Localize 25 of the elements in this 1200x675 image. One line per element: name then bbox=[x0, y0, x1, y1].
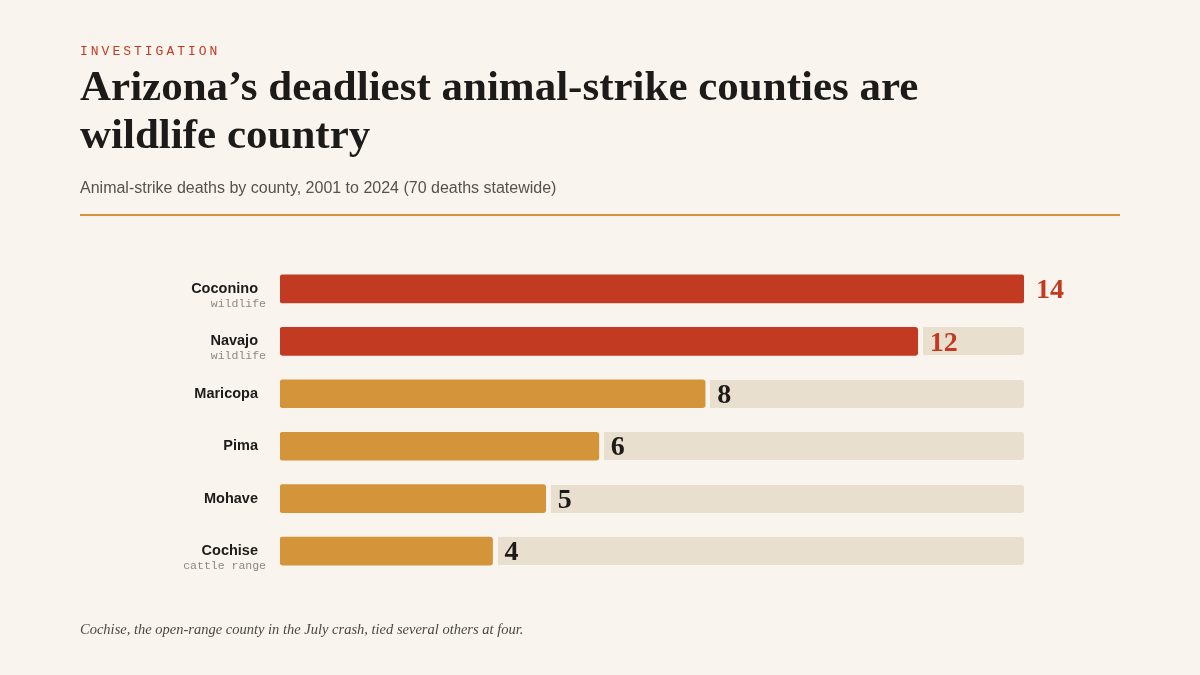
bar bbox=[280, 484, 547, 513]
y-tick-label: Navajo bbox=[210, 332, 259, 349]
text: INVESTIGATION bbox=[80, 44, 221, 59]
bar bbox=[280, 536, 493, 566]
data-label: 12 bbox=[929, 325, 958, 357]
y-tick-label: Coconino bbox=[191, 279, 259, 296]
y-tick-label: Mohave bbox=[204, 489, 258, 506]
data-label: 6 bbox=[610, 430, 625, 462]
chart-subtitle: Animal-strike deaths by county, 2001 to 2024 (70 deaths statewide) bbox=[80, 179, 557, 197]
bar bbox=[280, 431, 600, 461]
bar bbox=[280, 379, 706, 409]
chart-title: Arizona’s deadliest animal-strike counties are wildlife country bbox=[80, 62, 920, 158]
y-tick-label: Pima bbox=[223, 437, 259, 454]
text: cattle range bbox=[183, 559, 266, 573]
data-label: 8 bbox=[717, 378, 732, 410]
text: Cochise, the open-range county in the July crash, tied several others at four. bbox=[80, 621, 524, 638]
y-tick-label: Cochise bbox=[201, 542, 258, 559]
data-label: 14 bbox=[1036, 273, 1064, 305]
data-label: 4 bbox=[504, 535, 519, 567]
data-label: 5 bbox=[557, 482, 572, 514]
text: wildlife bbox=[210, 296, 266, 310]
y-tick-label: Maricopa bbox=[194, 384, 259, 401]
text: wildlife bbox=[210, 349, 266, 363]
bar bbox=[280, 327, 919, 356]
bar bbox=[280, 274, 1024, 304]
